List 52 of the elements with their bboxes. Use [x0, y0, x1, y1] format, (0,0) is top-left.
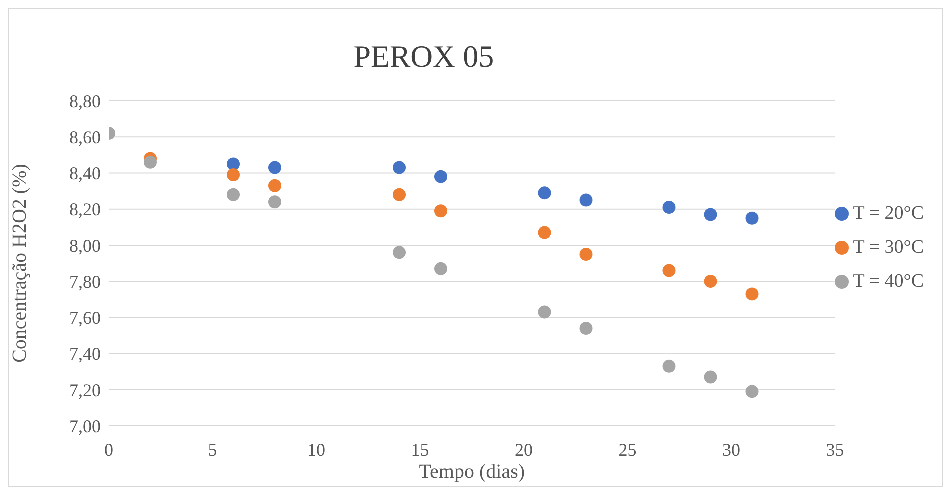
point — [268, 161, 282, 174]
y-tick-label: 8,60 — [70, 128, 101, 148]
point — [434, 204, 448, 218]
y-tick-label: 8,80 — [70, 91, 101, 112]
y-tick-label: 8,00 — [70, 236, 101, 256]
x-tick-label: 25 — [618, 440, 637, 460]
y-tick-label: 8,20 — [70, 200, 101, 220]
point — [580, 248, 593, 261]
point — [580, 194, 593, 207]
point — [227, 188, 240, 202]
y-tick-label: 8,40 — [70, 164, 101, 184]
x-tick-label: 30 — [722, 440, 740, 460]
x-tick-label: 15 — [411, 440, 430, 460]
y-tick-label: 7,40 — [70, 344, 101, 364]
point — [268, 196, 282, 209]
point — [704, 370, 718, 384]
y-tick-label: 7,20 — [70, 380, 101, 400]
point — [580, 322, 593, 335]
y-tick-label: 7,80 — [70, 272, 101, 292]
point — [746, 212, 759, 225]
point — [393, 161, 406, 174]
x-tick-label: 20 — [515, 440, 533, 460]
point — [662, 201, 676, 214]
y-axis-title: Concentração H2O2 (%) — [9, 164, 32, 363]
point — [746, 385, 759, 398]
y-tick-label: 7,60 — [70, 308, 101, 328]
point — [144, 156, 157, 169]
point — [538, 226, 552, 240]
point — [434, 262, 448, 276]
legend-label: T = 20°C — [853, 202, 924, 224]
point — [662, 360, 676, 373]
x-tick-label: 10 — [308, 440, 326, 460]
point — [538, 186, 552, 200]
x-tick-label: 0 — [104, 440, 114, 460]
point — [746, 288, 759, 301]
x-tick-label: 35 — [826, 440, 844, 460]
point — [227, 168, 240, 182]
x-tick-label: 5 — [208, 440, 218, 460]
x-axis-title: Tempo (dias) — [419, 461, 526, 483]
point — [393, 246, 406, 260]
point — [268, 179, 282, 192]
legend-label: T = 30°C — [853, 236, 924, 258]
legend-label: T = 40°C — [853, 270, 924, 292]
y-tick-label: 7,00 — [70, 416, 101, 436]
point — [434, 170, 448, 184]
point — [538, 306, 552, 319]
point — [393, 188, 406, 202]
point — [704, 208, 718, 222]
point — [704, 275, 718, 288]
point — [662, 264, 676, 278]
point — [227, 158, 240, 171]
chart-title: PEROX 05 — [352, 39, 496, 75]
